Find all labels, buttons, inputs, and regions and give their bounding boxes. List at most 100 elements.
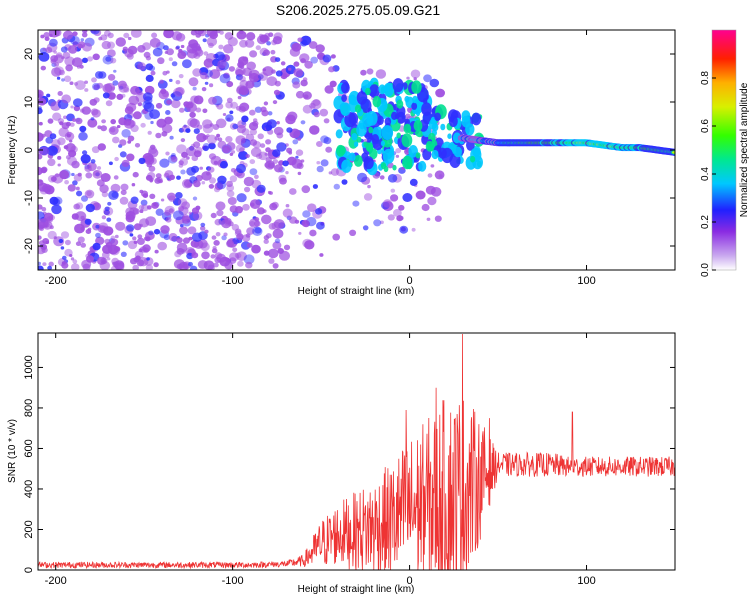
heatmap-cell <box>47 265 52 270</box>
heatmap-cell <box>319 54 324 58</box>
heatmap-cell <box>243 254 255 265</box>
heatmap-cell <box>293 61 300 67</box>
heatmap-cell <box>341 179 348 185</box>
heatmap-cell <box>80 215 85 220</box>
heatmap-cell <box>402 193 413 202</box>
heatmap-cell <box>199 166 203 170</box>
heatmap-cell <box>379 175 385 180</box>
heatmap-cell <box>264 162 271 168</box>
heatmap-cell <box>85 172 93 179</box>
heatmap-cell <box>396 99 404 109</box>
snr-x-tick-label: 100 <box>577 575 595 587</box>
heatmap-cell <box>192 86 197 91</box>
heatmap-cell <box>416 110 420 117</box>
heatmap-cell <box>129 233 134 237</box>
heatmap-cell <box>135 255 141 261</box>
heatmap-cell <box>225 136 233 143</box>
snr-series-line <box>38 333 675 570</box>
heatmap-cell <box>122 240 129 246</box>
heatmap-cell <box>227 37 238 47</box>
heatmap-cell <box>57 91 63 96</box>
heatmap-cell <box>148 165 156 172</box>
heatmap-cell <box>132 236 137 241</box>
heatmap-cell <box>256 184 266 193</box>
heatmap-cell <box>213 262 219 268</box>
heatmap-cell <box>136 259 145 267</box>
heatmap-cell <box>239 147 245 152</box>
heatmap-cell <box>100 173 111 182</box>
heatmap-cell <box>107 49 116 58</box>
heatmap-cell <box>119 139 127 146</box>
heatmap-cell <box>69 254 73 257</box>
heatmap-cell <box>202 108 208 114</box>
heatmap-cell <box>72 259 78 264</box>
heatmap-cell <box>49 133 57 140</box>
heatmap-cell <box>415 190 426 200</box>
heatmap-cell <box>362 112 374 128</box>
heatmap-cell <box>92 82 101 91</box>
heatmap-cell <box>73 98 83 107</box>
heatmap-cell <box>320 159 329 167</box>
heatmap-cell <box>237 95 242 100</box>
heatmap-cell <box>268 32 274 37</box>
heatmap-cell <box>289 188 297 195</box>
heatmap-cell <box>324 85 334 94</box>
heatmap-cell <box>236 86 246 95</box>
heatmap-cell <box>104 238 111 245</box>
heatmap-cell <box>52 112 62 121</box>
heatmap-cell <box>63 145 69 150</box>
heatmap-cell <box>38 261 41 266</box>
heatmap-cell <box>332 233 341 241</box>
heatmap-cell <box>178 160 184 166</box>
heatmap-cell <box>95 232 101 238</box>
heatmap-cell <box>145 174 153 181</box>
heatmap-cell <box>68 149 77 158</box>
heatmap-cell <box>211 235 217 240</box>
heatmap-cell <box>75 117 83 125</box>
heatmap-cell <box>180 169 186 175</box>
snr-y-tick-label: 800 <box>23 399 35 417</box>
heatmap-cell <box>223 232 228 237</box>
heatmap-cell <box>229 110 234 115</box>
heatmap-cell <box>69 139 73 143</box>
heatmap-cell <box>353 155 363 167</box>
heatmap-cell <box>49 33 53 38</box>
heatmap-cell <box>288 151 293 155</box>
heatmap-cell <box>176 263 183 270</box>
heatmap-cell <box>236 193 247 203</box>
heatmap-cell <box>56 52 63 58</box>
heatmap-cell <box>208 96 217 105</box>
heatmap-cell <box>143 102 155 112</box>
heatmap-cell <box>319 108 329 117</box>
heatmap-cell <box>286 127 293 133</box>
heatmap-cell <box>270 49 276 55</box>
heatmap-cell <box>60 231 70 239</box>
heatmap-cell <box>49 38 58 47</box>
heatmap-cell <box>245 233 251 238</box>
heatmap-cell <box>254 174 259 179</box>
heatmap-cell <box>425 185 436 195</box>
heatmap-cell <box>352 200 360 207</box>
heatmap-cell <box>402 155 413 170</box>
heatmap-cell <box>90 159 96 164</box>
heatmap-cell <box>51 67 62 77</box>
heatmap-cell <box>145 264 153 270</box>
heatmap-cell <box>185 146 197 157</box>
heatmap-cell <box>431 149 439 160</box>
heatmap-cell <box>257 74 264 80</box>
heatmap-cell <box>168 233 178 242</box>
heatmap-cell <box>148 148 159 158</box>
heatmap-cell <box>178 74 184 79</box>
heatmap-cell <box>90 108 99 116</box>
heatmap-cell <box>197 30 207 37</box>
heatmap-cell <box>43 32 50 38</box>
heatmap-cell <box>373 219 382 227</box>
heatmap-cell <box>72 118 77 122</box>
heatmap-cell <box>265 147 271 153</box>
heatmap-cell <box>308 41 318 49</box>
colorbar-tick-label: 0.6 <box>700 119 711 133</box>
heatmap-cell <box>182 59 192 69</box>
chart-title: S206.2025.275.05.09.G21 <box>276 2 440 18</box>
heatmap-cell <box>188 77 199 87</box>
